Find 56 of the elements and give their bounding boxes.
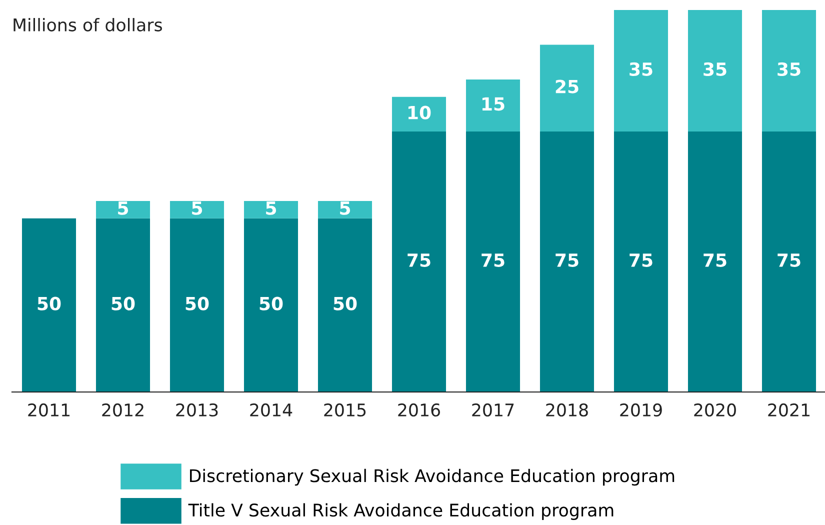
x-tick-label: 2021 — [768, 403, 810, 417]
x-tick-label: 2017 — [472, 403, 514, 417]
x-tick-label: 2016 — [398, 403, 440, 417]
x-tick-label: 2011 — [28, 403, 70, 417]
x-tick-label: 2019 — [620, 403, 662, 417]
bar — [762, 10, 816, 132]
bar — [762, 132, 816, 392]
bar — [96, 201, 150, 218]
data-label: 50 — [260, 296, 283, 310]
bar — [540, 44, 594, 132]
bar — [688, 132, 742, 392]
data-label: 75 — [704, 254, 726, 268]
data-label: 75 — [630, 254, 652, 268]
x-tick-label: 2018 — [546, 403, 588, 417]
bar — [614, 132, 668, 392]
bar — [688, 10, 742, 132]
bar — [244, 201, 298, 218]
bar — [540, 132, 594, 392]
legend-label: Discretionary Sexual Risk Avoidance Education program — [190, 468, 674, 486]
data-label: 50 — [38, 296, 61, 310]
bar — [318, 218, 372, 392]
bar — [392, 132, 446, 392]
data-label: 50 — [334, 296, 357, 310]
bar — [466, 132, 520, 392]
data-label: 35 — [704, 62, 726, 76]
data-label: 50 — [186, 296, 209, 310]
data-label: 25 — [556, 80, 578, 94]
bar — [392, 96, 446, 132]
data-label: 5 — [192, 202, 202, 215]
bar — [318, 201, 372, 218]
bar — [614, 10, 668, 132]
data-label: 35 — [778, 62, 800, 76]
data-label: 35 — [630, 62, 652, 76]
data-label: 5 — [340, 202, 350, 215]
bar — [466, 79, 520, 132]
x-tick-label: 2020 — [694, 403, 736, 417]
data-label: 5 — [266, 202, 276, 215]
x-tick-label: 2012 — [102, 403, 144, 417]
bar — [96, 218, 150, 392]
bar — [170, 218, 224, 392]
data-label: 15 — [482, 97, 504, 111]
data-label: 75 — [408, 254, 430, 268]
x-tick-label: 2013 — [176, 403, 218, 417]
bar — [170, 201, 224, 218]
legend-label: Title V Sexual Risk Avoidance Education program — [188, 503, 614, 520]
data-label: 75 — [482, 254, 504, 268]
data-label: 75 — [778, 254, 800, 268]
data-label: 10 — [408, 106, 431, 120]
y-axis-title: Millions of dollars — [14, 18, 162, 32]
data-label: 50 — [112, 296, 135, 310]
x-tick-label: 2015 — [324, 403, 366, 417]
x-tick-label: 2014 — [250, 403, 292, 417]
bar — [244, 218, 298, 392]
data-label: 75 — [556, 254, 578, 268]
bar — [22, 218, 76, 392]
data-label: 5 — [118, 202, 128, 215]
